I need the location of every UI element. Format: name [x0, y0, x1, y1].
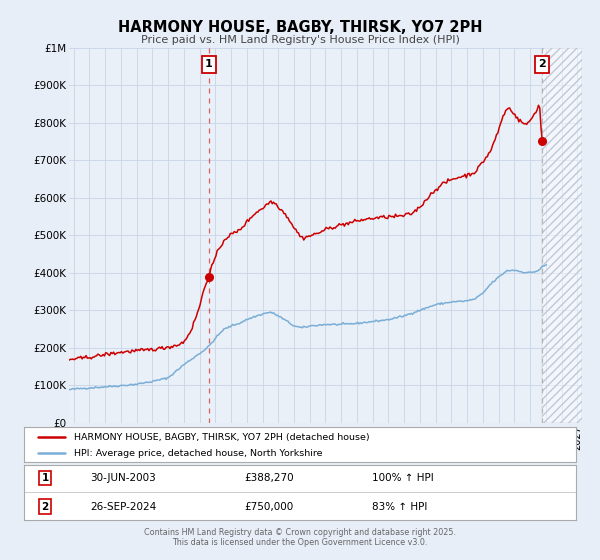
Text: 2: 2 — [538, 59, 546, 69]
Text: Price paid vs. HM Land Registry's House Price Index (HPI): Price paid vs. HM Land Registry's House … — [140, 35, 460, 45]
Text: 100% ↑ HPI: 100% ↑ HPI — [372, 473, 434, 483]
Text: 83% ↑ HPI: 83% ↑ HPI — [372, 502, 427, 511]
Text: Contains HM Land Registry data © Crown copyright and database right 2025.: Contains HM Land Registry data © Crown c… — [144, 528, 456, 536]
Text: HPI: Average price, detached house, North Yorkshire: HPI: Average price, detached house, Nort… — [74, 449, 322, 458]
Bar — [542, 48, 582, 423]
Text: HARMONY HOUSE, BAGBY, THIRSK, YO7 2PH: HARMONY HOUSE, BAGBY, THIRSK, YO7 2PH — [118, 20, 482, 35]
Text: 1: 1 — [205, 59, 212, 69]
Text: 2: 2 — [41, 502, 49, 511]
Text: This data is licensed under the Open Government Licence v3.0.: This data is licensed under the Open Gov… — [172, 538, 428, 547]
Text: 1: 1 — [41, 473, 49, 483]
Text: £750,000: £750,000 — [245, 502, 294, 511]
Text: 30-JUN-2003: 30-JUN-2003 — [90, 473, 156, 483]
Text: £388,270: £388,270 — [245, 473, 295, 483]
Text: HARMONY HOUSE, BAGBY, THIRSK, YO7 2PH (detached house): HARMONY HOUSE, BAGBY, THIRSK, YO7 2PH (d… — [74, 432, 370, 441]
Text: 26-SEP-2024: 26-SEP-2024 — [90, 502, 157, 511]
Bar — [542, 48, 582, 423]
